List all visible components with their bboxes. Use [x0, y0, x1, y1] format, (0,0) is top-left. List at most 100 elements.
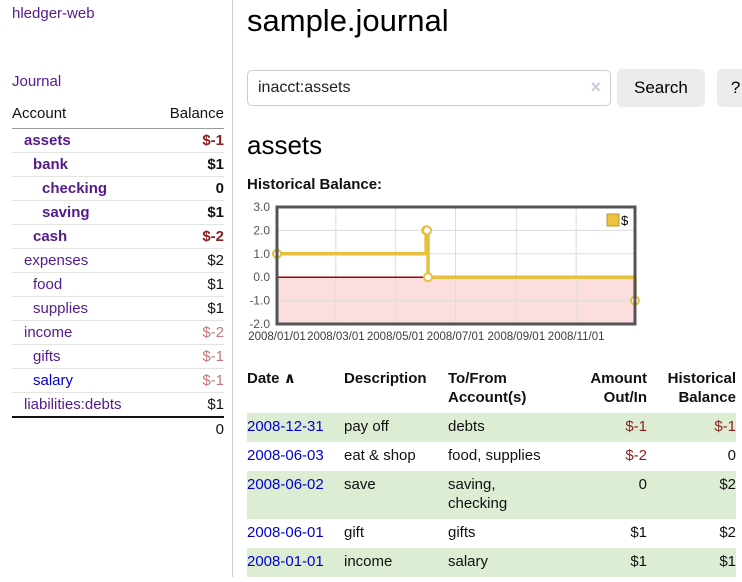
account-row: liabilities:debts $1 [12, 392, 224, 417]
account-link[interactable]: salary [33, 372, 74, 389]
account-balance: $-2 [161, 224, 224, 249]
transaction-accounts: debts [448, 413, 570, 442]
account-link[interactable]: gifts [33, 348, 61, 365]
svg-text:2008/09/01: 2008/09/01 [488, 331, 546, 343]
search-form: × Search ? [247, 69, 742, 107]
transaction-amount: 0 [570, 471, 647, 519]
account-balance: $-1 [202, 132, 224, 149]
legend-swatch [606, 213, 620, 227]
column-header-date[interactable]: Date ∧ [247, 370, 296, 387]
accounts-total-row: 0 [12, 416, 224, 442]
transaction-description: income [344, 548, 448, 577]
column-header-description: Description [344, 370, 427, 387]
svg-text:1.0: 1.0 [253, 247, 270, 261]
account-row: checking 0 [12, 176, 224, 201]
transaction-accounts: gifts [448, 524, 476, 541]
search-input[interactable] [247, 70, 611, 106]
transaction-balance: $2 [647, 471, 736, 519]
transaction-accounts: saving, checking [448, 471, 570, 519]
transaction-date-link[interactable]: 2008-06-02 [247, 476, 324, 493]
transaction-balance: $2 [719, 524, 736, 541]
account-row: saving $1 [12, 200, 224, 225]
transaction-row: 2008-06-02 save saving, checking 0 $2 [247, 471, 736, 519]
historical-balance-chart: $3.0 2.0 1.0 0.0 -1.0 -2.0 2008/01/01 2008/03/0… [247, 200, 742, 345]
account-link[interactable]: liabilities:debts [24, 396, 122, 413]
help-button[interactable]: ? [716, 69, 742, 107]
search-button[interactable]: Search [617, 69, 705, 107]
account-link[interactable]: bank [33, 156, 69, 173]
account-balance: $-1 [161, 344, 224, 369]
transaction-balance: 0 [727, 447, 736, 464]
transaction-amount: $-1 [570, 413, 647, 442]
transaction-description: pay off [344, 413, 448, 442]
app-brand-link[interactable]: hledger-web [12, 5, 95, 22]
account-row: expenses $2 [12, 248, 224, 273]
transaction-date-link[interactable]: 2008-01-01 [247, 553, 324, 570]
account-row: gifts $-1 [12, 344, 224, 369]
chart-title: Historical Balance: [247, 176, 383, 193]
plot-border [275, 205, 637, 326]
transaction-accounts: food, supplies [448, 447, 541, 464]
accounts-header-account: Account [12, 103, 162, 129]
account-balance: $1 [161, 152, 224, 177]
account-link[interactable]: food [33, 276, 63, 293]
search-input-wrap: × [247, 70, 611, 106]
account-balance: $1 [161, 272, 224, 297]
transaction-accounts: salary [448, 548, 570, 577]
transaction-balance: $1 [647, 548, 736, 577]
column-header-accounts: To/From Account(s) [448, 370, 527, 406]
svg-text:2008/05/01: 2008/05/01 [367, 331, 425, 343]
account-link[interactable]: expenses [24, 252, 89, 269]
account-balance: 0 [161, 176, 224, 201]
column-header-balance: Historical Balance [667, 370, 736, 406]
transaction-row: 2008-06-03 eat & shop food, supplies $-2 0 [247, 442, 736, 471]
svg-text:2008/07/01: 2008/07/01 [427, 331, 485, 343]
svg-text:2008/01/01: 2008/01/01 [248, 331, 306, 343]
transaction-amount: $-2 [625, 447, 647, 464]
legend-label: $ [621, 213, 629, 228]
sidebar: hledger-web Journal Account Balance asse… [0, 0, 233, 577]
sidebar-item-journal[interactable]: Journal [12, 73, 62, 90]
transaction-date-link[interactable]: 2008-12-31 [247, 418, 324, 435]
clear-search-icon[interactable]: × [590, 77, 601, 97]
account-link[interactable]: checking [42, 180, 108, 197]
account-balance: $-2 [161, 320, 224, 345]
account-row: assets $-1 [12, 129, 224, 153]
transaction-balance: $-1 [647, 413, 736, 442]
transaction-description: save [344, 471, 448, 519]
accounts-total-spacer [12, 416, 162, 442]
account-row: salary $-1 [12, 368, 224, 393]
transaction-row: 2008-06-01 gift gifts $1 $2 [247, 519, 736, 548]
transaction-amount: $1 [630, 524, 647, 541]
transaction-row: 2008-12-31 pay off debts $-1 $-1 [247, 413, 736, 442]
account-balance: $1 [161, 200, 224, 225]
svg-text:3.0: 3.0 [253, 200, 270, 214]
transaction-row: 2008-01-01 income salary $1 $1 [247, 548, 736, 577]
svg-text:-2.0: -2.0 [249, 317, 270, 331]
account-link[interactable]: cash [33, 228, 68, 245]
svg-text:2008/03/01: 2008/03/01 [307, 331, 365, 343]
account-row: cash $-2 [12, 224, 224, 249]
account-link[interactable]: saving [42, 204, 90, 221]
transaction-amount: $1 [570, 548, 647, 577]
transaction-date-link[interactable]: 2008-06-03 [247, 447, 324, 464]
transaction-description: eat & shop [344, 447, 416, 464]
register-table: Date ∧ Description To/From Account(s) Am… [247, 367, 736, 577]
account-balance: $2 [161, 248, 224, 273]
account-link[interactable]: assets [24, 132, 71, 149]
accounts-table: Account Balance assets $-1 bank $1 checking 0… [12, 103, 224, 442]
svg-text:2008/11/01: 2008/11/01 [548, 331, 605, 343]
account-row: supplies $1 [12, 296, 224, 321]
account-link[interactable]: income [24, 324, 73, 341]
main-content: sample.journal × Search ? assets Histori… [233, 0, 742, 577]
transaction-description: gift [344, 524, 365, 541]
column-header-amount: Amount Out/In [590, 370, 647, 406]
data-point-marker [423, 272, 434, 283]
account-balance: $1 [161, 392, 224, 417]
transaction-date-link[interactable]: 2008-06-01 [247, 524, 324, 541]
page-title: sample.journal [247, 3, 449, 38]
account-heading: assets [247, 130, 323, 160]
account-link[interactable]: supplies [33, 300, 89, 317]
